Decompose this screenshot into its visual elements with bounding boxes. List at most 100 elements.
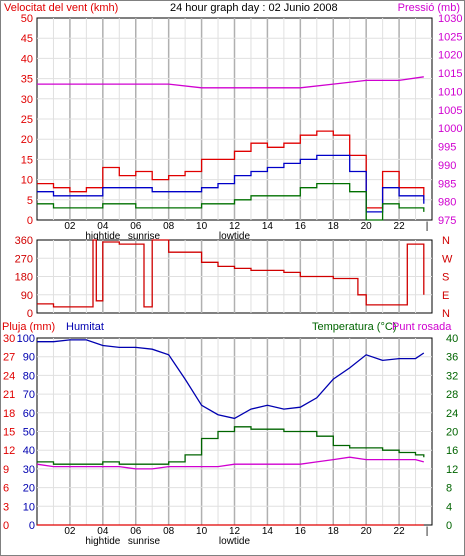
hour-tick-label: 20 (361, 221, 373, 232)
temperature-tick-label: 8 (446, 483, 452, 495)
rain-tick-label: 30 (3, 333, 15, 345)
hour-tick-label: 10 (196, 221, 208, 232)
humidity-tick-label: 60 (23, 408, 35, 420)
temperature-humidity-panel: 0369121518212427300102030405060708090100… (3, 333, 458, 547)
hour-tick-label: | (426, 526, 429, 537)
wind-pressure-panel: 0510152025303540455097598098599099510001… (21, 13, 463, 242)
humidity-tick-label: 90 (23, 352, 35, 364)
pressure-tick-label: 1010 (438, 86, 462, 98)
wind-tick-label: 10 (21, 175, 33, 187)
humidity-tick-label: 100 (17, 333, 35, 345)
rain-tick-label: 15 (3, 427, 15, 439)
hour-tick-label: 04 (97, 221, 109, 232)
temperature-tick-label: 16 (446, 445, 458, 457)
event-label: lowtide (219, 231, 251, 242)
direction-tick-label: 90 (21, 290, 33, 302)
humidity-tick-label: 50 (23, 427, 35, 439)
compass-tick-label: S (442, 272, 449, 284)
pressure-tick-label: 980 (438, 197, 456, 209)
dewpoint-series (36, 456, 424, 470)
rain-tick-label: 0 (3, 520, 9, 532)
hour-tick-label: 08 (163, 526, 175, 537)
rain-tick-label: 24 (3, 370, 15, 382)
event-label: lowtide (219, 536, 251, 547)
wind-speed-series (37, 130, 425, 209)
humidity-series (37, 339, 425, 420)
humidity-tick-label: 20 (23, 483, 35, 495)
event-label: hightide (85, 536, 120, 547)
pressure-tick-label: 995 (438, 142, 456, 154)
temperature-tick-label: 36 (446, 352, 458, 364)
temperature-series (37, 426, 425, 465)
temperature-tick-label: 32 (446, 370, 458, 382)
chart-title: 24 hour graph day : 02 Junio 2008 (170, 2, 338, 14)
direction-tick-label: 0 (27, 308, 33, 320)
hour-tick-label: 12 (229, 221, 241, 232)
temperature-tick-label: 0 (446, 520, 452, 532)
humidity-tick-label: 70 (23, 389, 35, 401)
rain-tick-label: 18 (3, 408, 15, 420)
humidity-axis-title: Humitat (66, 321, 104, 333)
pressure-tick-label: 1030 (438, 13, 462, 25)
wind-tick-label: 0 (27, 215, 33, 227)
pressure-tick-label: 1025 (438, 31, 462, 43)
wind-tick-label: 15 (21, 154, 33, 166)
rain-tick-label: 6 (3, 483, 9, 495)
humidity-tick-label: 10 (23, 501, 35, 513)
temperature-tick-label: 40 (446, 333, 458, 345)
event-label: hightide (85, 231, 120, 242)
compass-tick-label: N (442, 235, 450, 247)
hour-tick-label: 18 (328, 526, 340, 537)
hour-tick-label: 10 (196, 526, 208, 537)
hour-tick-label: 04 (97, 526, 109, 537)
wind-speed-axis-title: Velocitat del vent (kmh) (4, 2, 118, 14)
pressure-tick-label: 1005 (438, 105, 462, 117)
hour-tick-label: 14 (262, 526, 274, 537)
pressure-tick-label: 975 (438, 215, 456, 227)
rain-tick-label: 9 (3, 464, 9, 476)
humidity-tick-label: 30 (23, 464, 35, 476)
pressure-tick-label: 990 (438, 160, 456, 172)
temperature-tick-label: 20 (446, 427, 458, 439)
pressure-tick-label: 985 (438, 178, 456, 190)
direction-tick-label: 180 (15, 272, 33, 284)
temperature-axis-title: Temperatura (°C) (312, 321, 396, 333)
rain-tick-label: 12 (3, 445, 15, 457)
compass-tick-label: W (442, 253, 453, 265)
rain-axis-title: Pluja (mm) (2, 321, 55, 333)
wind-tick-label: 25 (21, 114, 33, 126)
hour-tick-label: 18 (328, 221, 340, 232)
temperature-tick-label: 4 (446, 501, 452, 513)
hour-tick-label: | (426, 221, 429, 232)
rain-tick-label: 3 (3, 501, 9, 513)
humidity-tick-label: 0 (29, 520, 35, 532)
hour-tick-label: 22 (394, 221, 406, 232)
event-label: sunrise (128, 536, 161, 547)
wind-tick-label: 30 (21, 94, 33, 106)
wind-tick-label: 50 (21, 13, 33, 25)
hour-tick-label: 06 (130, 221, 142, 232)
wind-tick-label: 45 (21, 33, 33, 45)
pressure-axis-title: Pressió (mb) (398, 2, 460, 14)
hour-tick-label: 02 (64, 526, 76, 537)
wind-tick-label: 35 (21, 74, 33, 86)
hour-tick-label: 14 (262, 221, 274, 232)
dewpoint-axis-title: Punt rosada (392, 321, 452, 333)
pressure-tick-label: 1000 (438, 123, 462, 135)
compass-tick-label: N (442, 308, 450, 320)
hour-tick-label: 08 (163, 221, 175, 232)
hour-tick-label: 20 (361, 526, 373, 537)
wind-direction-series (37, 239, 425, 308)
hour-tick-label: 06 (130, 526, 142, 537)
hour-tick-label: 22 (394, 526, 406, 537)
hour-tick-label: 12 (229, 526, 241, 537)
hour-tick-label: 16 (295, 526, 307, 537)
wind-minimum-series (37, 182, 425, 221)
wind-tick-label: 5 (27, 195, 33, 207)
pressure-tick-label: 1015 (438, 68, 462, 80)
temperature-tick-label: 12 (446, 464, 458, 476)
temperature-tick-label: 28 (446, 389, 458, 401)
wind-tick-label: 20 (21, 134, 33, 146)
